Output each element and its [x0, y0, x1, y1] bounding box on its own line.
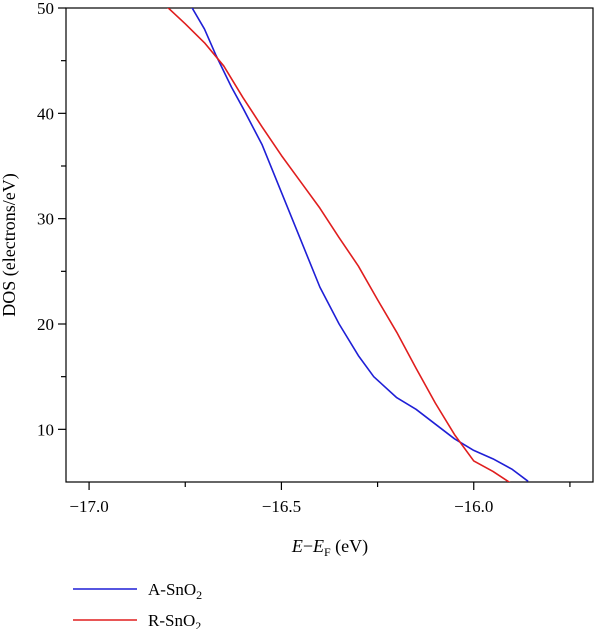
legend: A-SnO2 R-SnO2	[73, 580, 202, 629]
x-tick-label: −16.0	[454, 497, 493, 516]
y-tick-label: 20	[37, 315, 54, 334]
y-tick-label: 30	[37, 210, 54, 229]
y-tick-label: 50	[37, 0, 54, 18]
series-line-a-sno2	[191, 8, 529, 482]
x-axis-title: E−EF (eV)	[291, 536, 368, 559]
x-tick-label: −17.0	[69, 497, 108, 516]
x-axis-ticks: −17.0 −16.5 −16.0	[69, 482, 571, 516]
y-axis-ticks: 10 20 30 40 50	[37, 0, 66, 439]
series-line-r-sno2	[167, 8, 511, 482]
series-layer	[167, 8, 529, 482]
legend-label-r-sno2: R-SnO2	[148, 611, 201, 629]
x-tick-label: −16.5	[262, 497, 301, 516]
legend-label-a-sno2: A-SnO2	[148, 580, 202, 602]
y-axis-title: DOS (electrons/eV)	[0, 173, 20, 316]
y-tick-label: 10	[37, 420, 54, 439]
plot-frame	[65, 7, 594, 483]
y-tick-label: 40	[37, 104, 54, 123]
